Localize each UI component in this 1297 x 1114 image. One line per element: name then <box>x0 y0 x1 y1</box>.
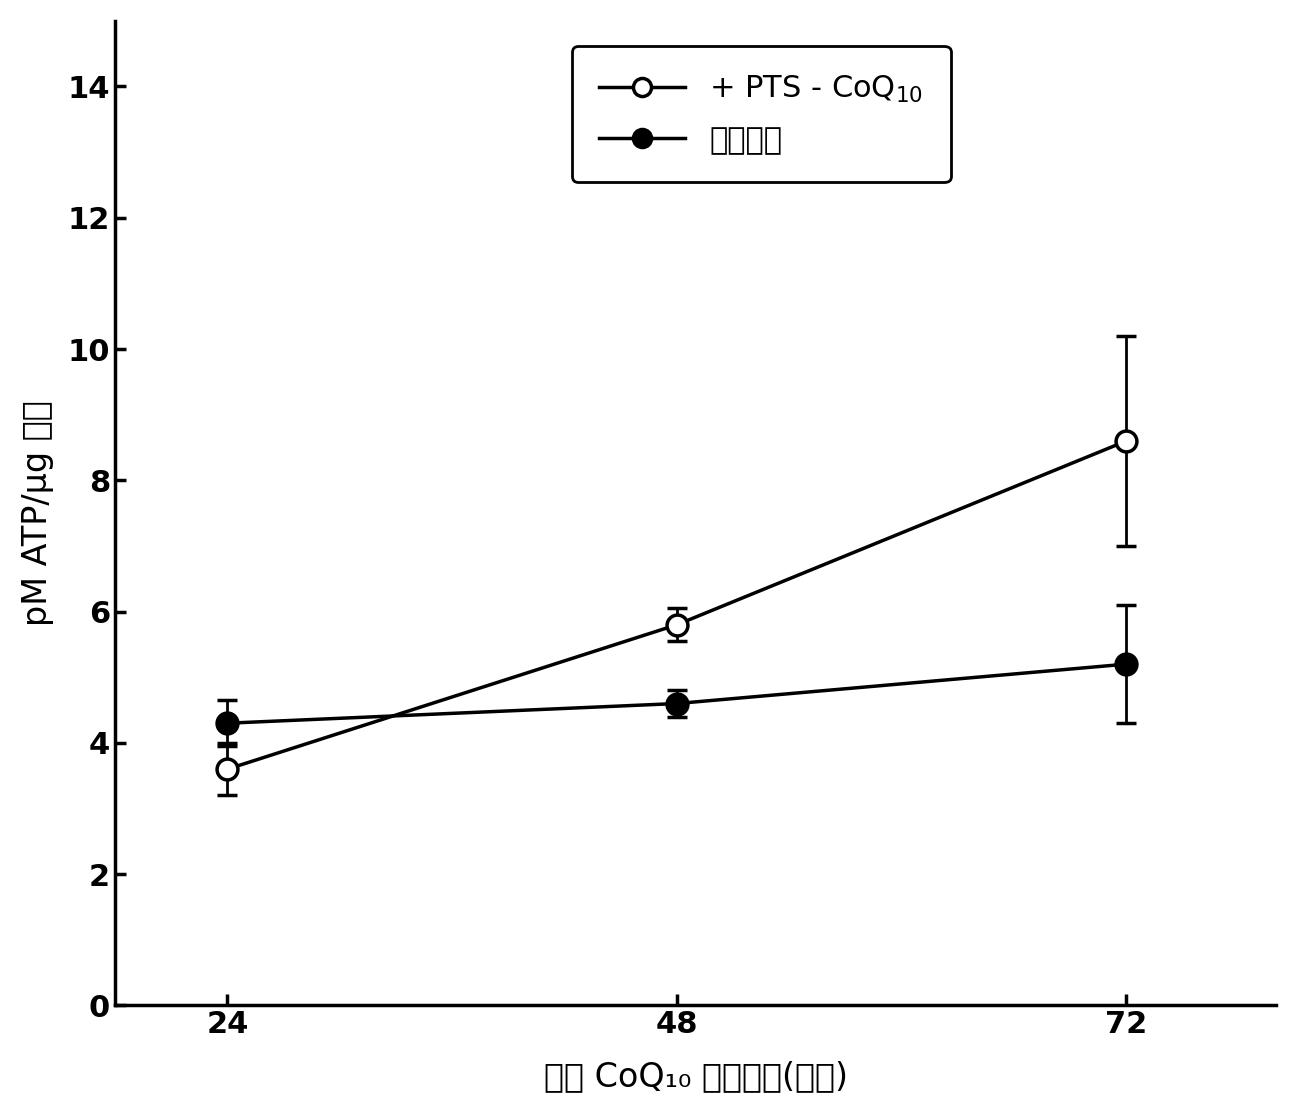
X-axis label: 加入 CoQ₁₀ 后的时间(小时): 加入 CoQ₁₀ 后的时间(小时) <box>543 1061 848 1093</box>
Legend: + PTS - CoQ$_{10}$, 没有药物: + PTS - CoQ$_{10}$, 没有药物 <box>572 46 951 183</box>
Y-axis label: pM ATP/μg 蛋白: pM ATP/μg 蛋白 <box>21 400 54 626</box>
